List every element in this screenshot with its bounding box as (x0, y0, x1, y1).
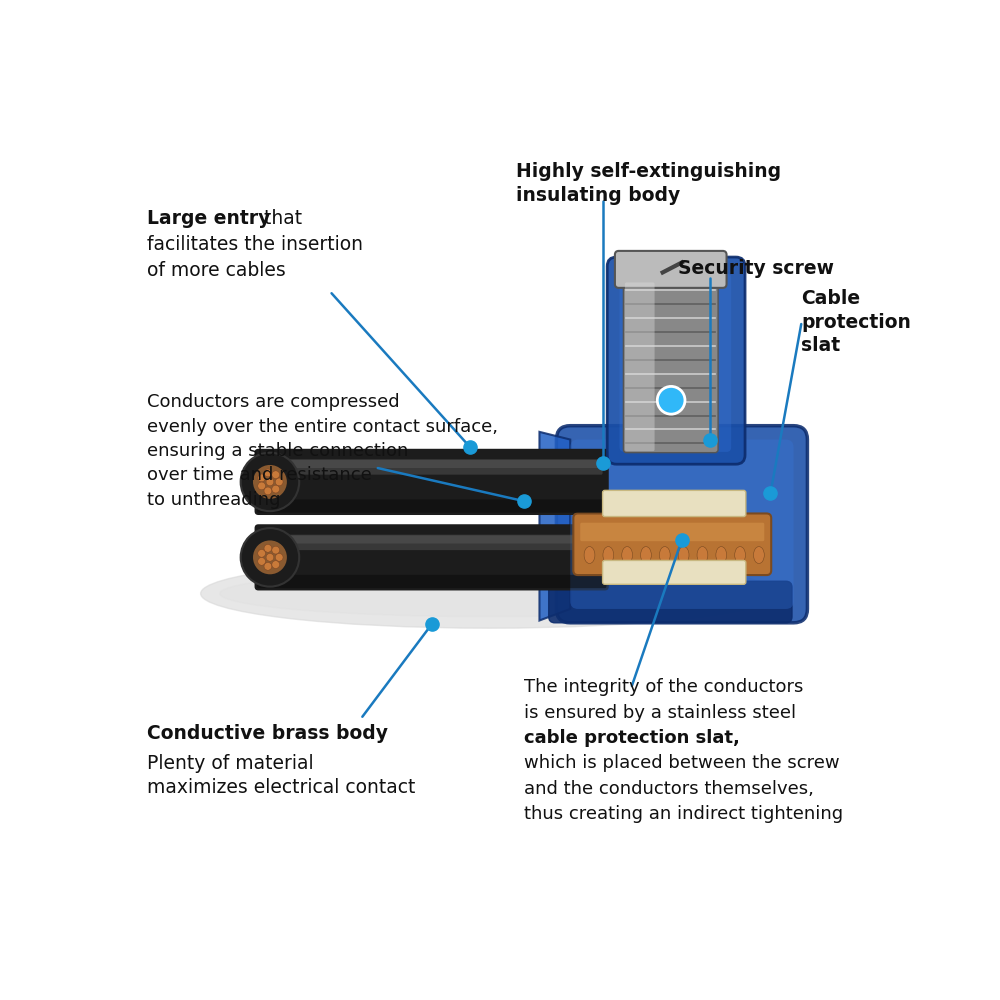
FancyBboxPatch shape (257, 499, 606, 513)
Ellipse shape (603, 547, 614, 564)
FancyBboxPatch shape (625, 282, 655, 451)
FancyBboxPatch shape (265, 535, 603, 550)
FancyBboxPatch shape (580, 523, 764, 541)
Circle shape (272, 561, 280, 568)
Text: thus creating an indirect tightening: thus creating an indirect tightening (524, 805, 843, 823)
Circle shape (272, 485, 280, 493)
Circle shape (264, 563, 272, 570)
Ellipse shape (220, 570, 759, 617)
Circle shape (253, 540, 287, 574)
Circle shape (266, 554, 274, 561)
FancyBboxPatch shape (273, 535, 598, 544)
FancyBboxPatch shape (620, 273, 731, 452)
Text: that: that (258, 209, 303, 228)
Circle shape (264, 469, 272, 477)
Text: The integrity of the conductors: The integrity of the conductors (524, 678, 803, 696)
Polygon shape (539, 432, 570, 620)
FancyBboxPatch shape (623, 281, 718, 453)
Ellipse shape (678, 547, 689, 564)
Text: which is placed between the screw: which is placed between the screw (524, 754, 840, 772)
Text: Cable
protection
slat: Cable protection slat (801, 289, 911, 355)
Text: and the conductors themselves,: and the conductors themselves, (524, 780, 814, 798)
Circle shape (258, 482, 265, 490)
FancyBboxPatch shape (573, 513, 771, 575)
FancyBboxPatch shape (255, 449, 609, 515)
Text: Conductors are compressed
evenly over the entire contact surface,
ensuring a sta: Conductors are compressed evenly over th… (147, 393, 498, 509)
FancyBboxPatch shape (273, 459, 598, 468)
Ellipse shape (754, 547, 764, 564)
FancyBboxPatch shape (603, 490, 746, 517)
FancyBboxPatch shape (556, 426, 807, 623)
Text: cable protection slat,: cable protection slat, (524, 729, 740, 747)
FancyBboxPatch shape (603, 560, 746, 584)
Circle shape (275, 478, 283, 486)
Circle shape (241, 453, 299, 511)
Circle shape (258, 550, 265, 557)
Ellipse shape (201, 559, 778, 628)
Circle shape (272, 471, 280, 479)
FancyBboxPatch shape (255, 524, 609, 590)
Ellipse shape (659, 547, 670, 564)
Ellipse shape (641, 547, 651, 564)
Ellipse shape (622, 547, 633, 564)
Circle shape (266, 478, 274, 486)
FancyBboxPatch shape (265, 460, 603, 475)
Text: Highly self-extinguishing
insulating body: Highly self-extinguishing insulating bod… (516, 162, 781, 205)
FancyBboxPatch shape (549, 581, 792, 623)
Text: Plenty of material
maximizes electrical contact: Plenty of material maximizes electrical … (147, 754, 415, 797)
Circle shape (264, 545, 272, 552)
Ellipse shape (697, 547, 708, 564)
FancyBboxPatch shape (570, 440, 794, 609)
Text: Security screw: Security screw (678, 259, 834, 278)
FancyBboxPatch shape (615, 251, 727, 288)
Circle shape (258, 474, 265, 482)
Circle shape (264, 487, 272, 495)
Circle shape (275, 554, 283, 561)
FancyBboxPatch shape (607, 257, 745, 464)
Ellipse shape (716, 547, 727, 564)
Text: is ensured by a stainless steel: is ensured by a stainless steel (524, 704, 796, 722)
Circle shape (241, 528, 299, 587)
Circle shape (253, 465, 287, 499)
Circle shape (657, 386, 685, 414)
Circle shape (272, 546, 280, 554)
Circle shape (258, 558, 265, 565)
Ellipse shape (735, 547, 745, 564)
Text: Large entry: Large entry (147, 209, 270, 228)
Text: facilitates the insertion: facilitates the insertion (147, 235, 363, 254)
Ellipse shape (584, 547, 595, 564)
Text: Conductive brass body: Conductive brass body (147, 724, 388, 743)
Text: of more cables: of more cables (147, 261, 286, 280)
FancyBboxPatch shape (257, 575, 606, 588)
